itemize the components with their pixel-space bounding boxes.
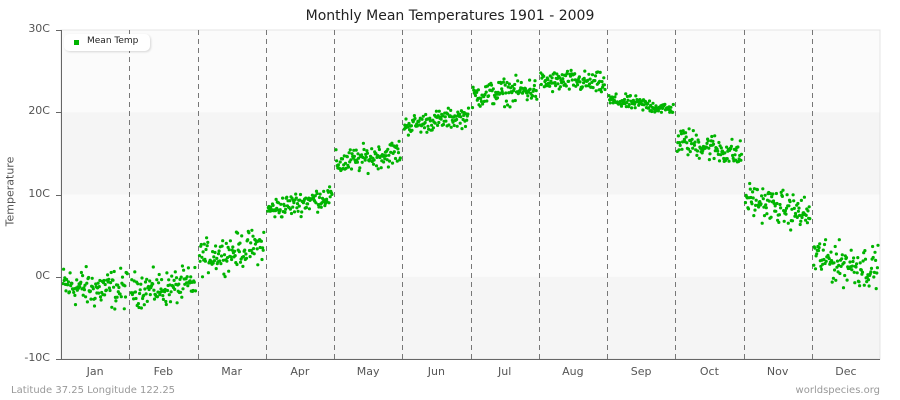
x-tick-label: Jan <box>86 365 104 378</box>
x-tick-label: Dec <box>835 365 857 378</box>
location-caption: Latitude 37.25 Longitude 122.25 <box>11 385 176 396</box>
x-tick-label: Mar <box>221 365 242 378</box>
x-tick-label: Aug <box>562 365 584 378</box>
legend[interactable]: Mean Temp <box>64 34 150 51</box>
y-tick-label: 20C <box>28 104 50 118</box>
legend-swatch-icon <box>74 40 79 45</box>
x-tick-label: Feb <box>153 365 174 378</box>
chart-title: Monthly Mean Temperatures 1901 - 2009 <box>305 8 595 24</box>
y-tick-label: -10C <box>24 351 50 364</box>
axes <box>56 30 880 360</box>
y-tick-label: 10C <box>28 186 50 200</box>
x-tick-label: Jul <box>497 365 512 378</box>
x-tick-label: Apr <box>290 365 310 378</box>
source-link[interactable]: worldspecies.org <box>795 385 880 396</box>
y-tick-label: 30C <box>28 22 50 35</box>
y-tick-label: 0C <box>35 268 50 282</box>
x-tick-label: Jun <box>427 365 445 378</box>
x-tick-label: Oct <box>699 365 719 378</box>
legend-label: Mean Temp <box>87 36 139 46</box>
x-tick-label: Sep <box>630 365 652 378</box>
x-tick-label: May <box>356 365 380 378</box>
x-tick-label: Nov <box>766 365 789 378</box>
month-separators <box>129 30 813 359</box>
data-points <box>61 68 880 311</box>
plot-bands <box>60 29 881 360</box>
